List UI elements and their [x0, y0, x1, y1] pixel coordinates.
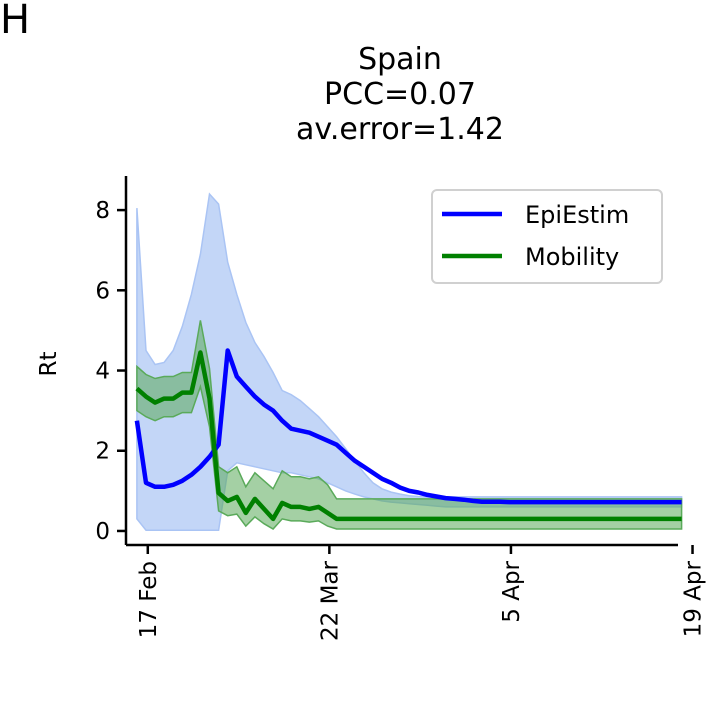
x-tick-label: 17 Feb — [136, 561, 162, 638]
y-tick-label: 2 — [95, 439, 110, 465]
x-tick-label: 22 Mar — [317, 560, 343, 641]
x-tick-label: 19 Apr — [681, 560, 707, 637]
x-tick-label: 5 Apr — [499, 560, 525, 622]
y-ticks: 0 2 4 6 8 — [95, 198, 126, 545]
confidence-bands — [136, 192, 683, 531]
y-tick-label: 8 — [95, 198, 110, 224]
y-tick-label: 6 — [95, 278, 110, 304]
x-ticks: 17 Feb 22 Mar 5 Apr 19 Apr — [136, 545, 707, 641]
legend: EpiEstim Mobility — [431, 189, 663, 284]
chart-title-line-2: PCC=0.07 — [324, 77, 476, 112]
axes — [124, 176, 678, 547]
series-line-epiestim — [134, 348, 682, 505]
legend-label-epiestim: EpiEstim — [525, 201, 629, 229]
y-tick-label: 0 — [95, 519, 110, 545]
series-line-mobility — [135, 350, 682, 522]
series-lines — [134, 348, 682, 522]
y-tick-label: 4 — [95, 359, 110, 385]
legend-label-mobility: Mobility — [525, 243, 619, 271]
panel-letter: H — [0, 0, 31, 43]
chart-title-line-3: av.error=1.42 — [296, 112, 504, 147]
chart-title-line-1: Spain — [358, 42, 442, 77]
confidence-band-mobility — [136, 320, 683, 530]
chart-title: Spain PCC=0.07 av.error=1.42 — [200, 42, 600, 147]
y-axis-label: Rt — [36, 352, 62, 377]
